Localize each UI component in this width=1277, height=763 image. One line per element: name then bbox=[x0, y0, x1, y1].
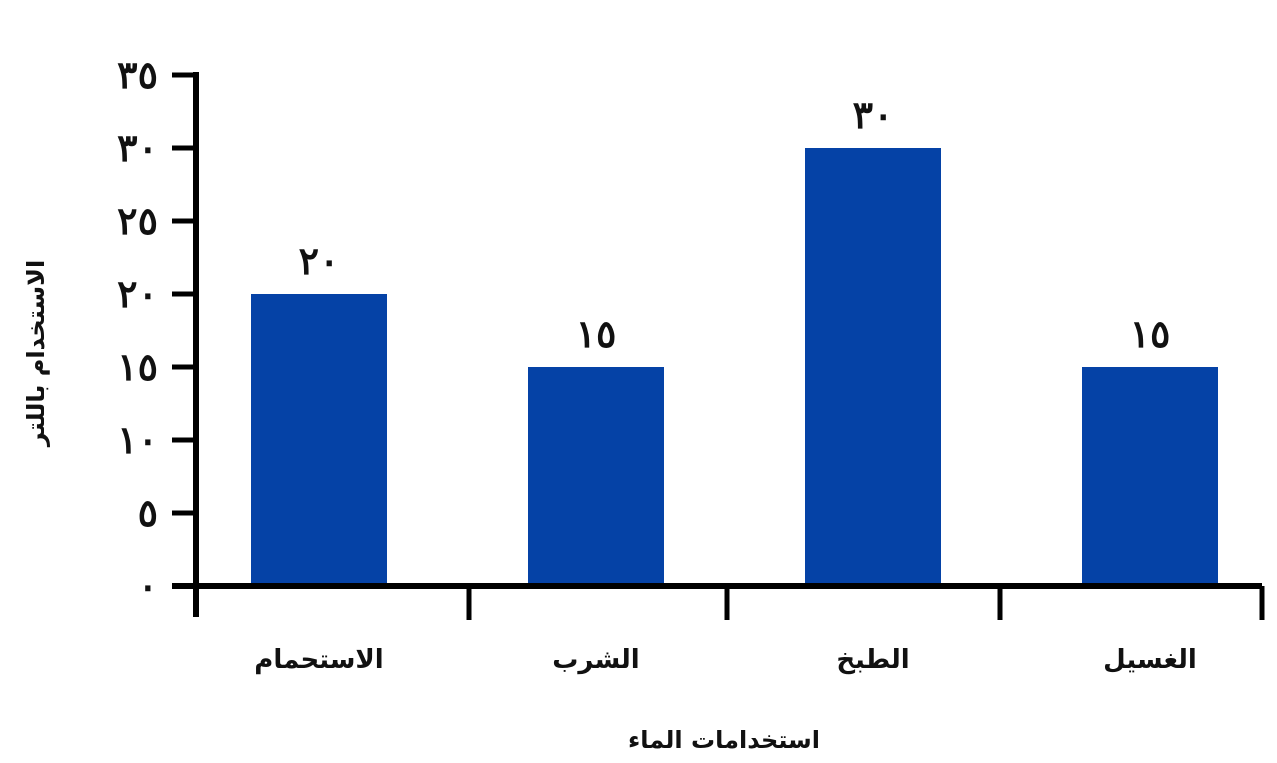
y-tick-label-10: ١٠ bbox=[117, 417, 158, 462]
y-tick-label-25: ٢٥ bbox=[117, 198, 158, 243]
bar-4 bbox=[1082, 367, 1218, 586]
category-label-4: الغسيل bbox=[1103, 645, 1197, 675]
data-label-3: ٣٠ bbox=[853, 92, 894, 137]
y-tick-label-0: ٠ bbox=[138, 563, 158, 608]
y-ticks-group: ٠ ٥ ١٠ ١٥ ٢٠ ٢٥ ٣٠ ٣٥ bbox=[117, 52, 196, 608]
y-tick-label-5: ٥ bbox=[138, 490, 158, 535]
data-label-4: ١٥ bbox=[1130, 311, 1171, 356]
bar-1 bbox=[251, 294, 387, 586]
x-categories-group: الاستحمام الشرب الطبخ الغسيل bbox=[254, 645, 1197, 675]
y-axis-title: الاستخدام باللتر bbox=[22, 260, 50, 447]
bar-3 bbox=[805, 148, 941, 586]
data-labels-group: ٢٠ ١٥ ٣٠ ١٥ bbox=[299, 92, 1171, 356]
y-tick-label-35: ٣٥ bbox=[117, 52, 158, 97]
x-axis-title: استخدامات الماء bbox=[628, 726, 820, 754]
category-label-1: الاستحمام bbox=[254, 645, 383, 675]
bars-group bbox=[251, 148, 1218, 586]
category-label-3: الطبخ bbox=[836, 645, 909, 675]
data-label-1: ٢٠ bbox=[299, 238, 340, 283]
y-tick-label-30: ٣٠ bbox=[117, 125, 158, 170]
y-tick-label-20: ٢٠ bbox=[117, 271, 158, 316]
axes-group bbox=[172, 72, 1265, 620]
bar-2 bbox=[528, 367, 664, 586]
data-label-2: ١٥ bbox=[576, 311, 617, 356]
y-tick-label-15: ١٥ bbox=[117, 344, 158, 389]
category-label-2: الشرب bbox=[552, 645, 639, 675]
